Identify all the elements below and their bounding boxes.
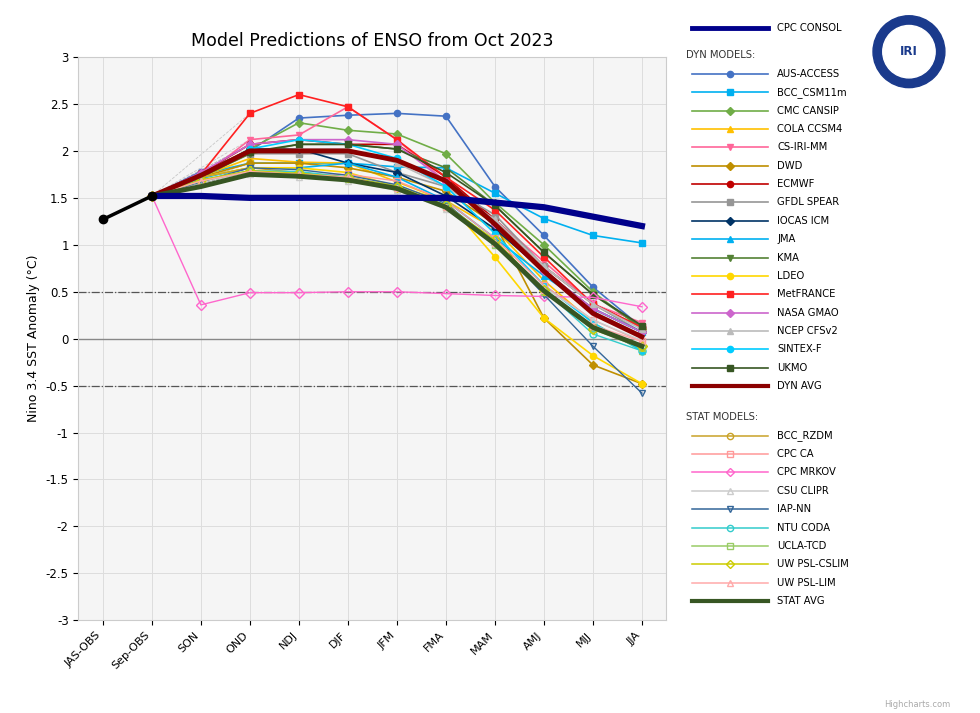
Text: ECMWF: ECMWF — [777, 179, 814, 189]
Text: IRI: IRI — [900, 45, 918, 58]
Text: IOCAS ICM: IOCAS ICM — [777, 216, 829, 226]
Text: DYN AVG: DYN AVG — [777, 381, 822, 391]
Text: BCC_RZDM: BCC_RZDM — [777, 430, 833, 441]
Circle shape — [883, 26, 935, 78]
Text: COLA CCSM4: COLA CCSM4 — [777, 124, 843, 134]
Text: LDEO: LDEO — [777, 271, 805, 281]
Text: NTU CODA: NTU CODA — [777, 523, 830, 533]
Text: CMC CANSIP: CMC CANSIP — [777, 106, 839, 116]
Text: KMA: KMA — [777, 252, 799, 262]
Text: CPC CONSOL: CPC CONSOL — [777, 23, 842, 33]
Text: BCC_CSM11m: BCC_CSM11m — [777, 87, 847, 98]
Text: SINTEX-F: SINTEX-F — [777, 344, 822, 354]
Text: UCLA-TCD: UCLA-TCD — [777, 541, 826, 551]
Circle shape — [873, 16, 945, 88]
Text: CS-IRI-MM: CS-IRI-MM — [777, 143, 827, 153]
Text: UW PSL-LIM: UW PSL-LIM — [777, 578, 836, 588]
Text: MetFRANCE: MetFRANCE — [777, 289, 836, 299]
Text: STAT AVG: STAT AVG — [777, 596, 825, 606]
Text: AUS-ACCESS: AUS-ACCESS — [777, 69, 840, 79]
Y-axis label: Nino 3.4 SST Anomaly (°C): Nino 3.4 SST Anomaly (°C) — [27, 255, 40, 422]
Text: GFDL SPEAR: GFDL SPEAR — [777, 198, 839, 207]
Title: Model Predictions of ENSO from Oct 2023: Model Predictions of ENSO from Oct 2023 — [191, 32, 554, 50]
Text: UW PSL-CSLIM: UW PSL-CSLIM — [777, 559, 849, 569]
Text: CPC MRKOV: CPC MRKOV — [777, 468, 836, 478]
Text: CPC CA: CPC CA — [777, 449, 813, 459]
Text: CSU CLIPR: CSU CLIPR — [777, 486, 829, 496]
Text: DYN MODELS:: DYN MODELS: — [686, 51, 756, 61]
Text: UKMO: UKMO — [777, 363, 808, 373]
Text: NASA GMAO: NASA GMAO — [777, 307, 839, 317]
Text: JMA: JMA — [777, 234, 796, 244]
Text: NCEP CFSv2: NCEP CFSv2 — [777, 326, 838, 336]
Text: Highcharts.com: Highcharts.com — [884, 700, 951, 709]
Text: IAP-NN: IAP-NN — [777, 504, 811, 514]
Text: DWD: DWD — [777, 160, 803, 170]
Text: STAT MODELS:: STAT MODELS: — [686, 412, 759, 422]
